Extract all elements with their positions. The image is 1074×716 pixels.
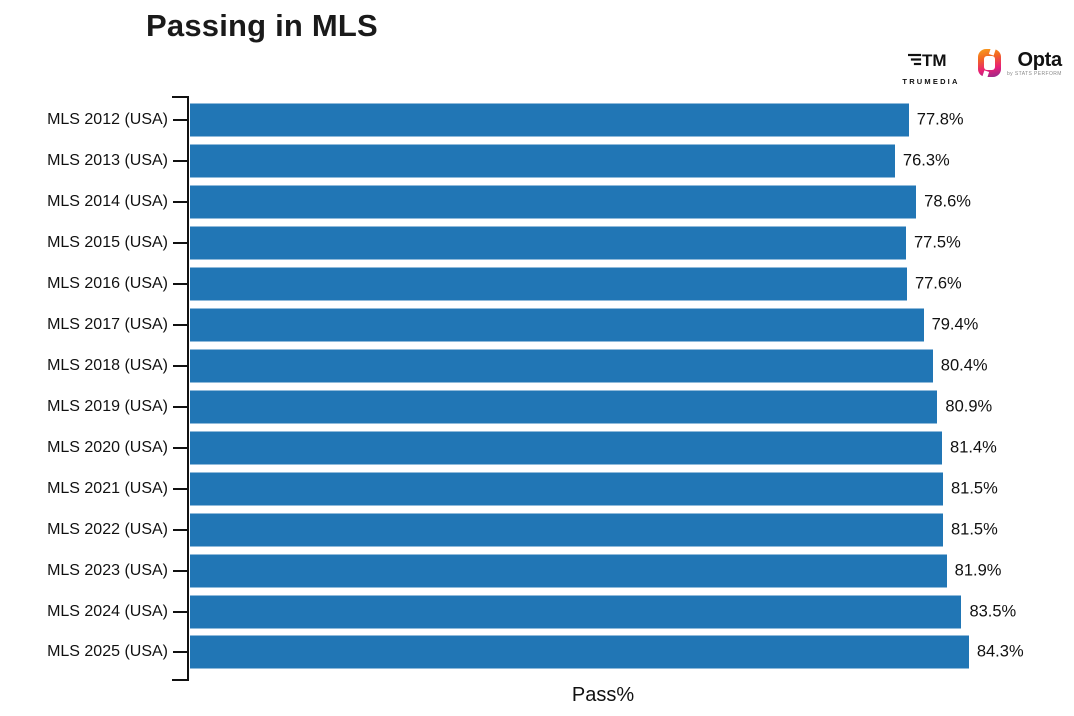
y-tick [173,487,187,490]
y-tick [173,651,187,654]
y-tick-label: MLS 2014 (USA) [47,193,168,211]
y-tick-label: MLS 2023 (USA) [47,561,168,579]
bar [190,267,907,301]
bar-value-label: 81.5% [950,479,998,498]
bar-row: MLS 2019 (USA) 80.9% [0,386,1074,427]
bar [190,595,962,629]
bar [190,554,947,588]
y-tick [173,242,187,245]
trumedia-tm-lines-icon: TM [907,48,954,75]
y-tick [173,610,187,613]
bar [190,349,933,383]
y-tick-label: MLS 2018 (USA) [47,356,168,374]
y-tick [173,324,187,327]
y-tick [173,283,187,286]
y-tick [173,201,187,204]
bar-value-label: 77.8% [916,110,964,129]
y-tick [173,405,187,408]
bar-value-label: 77.6% [914,274,962,293]
bar [190,513,943,547]
y-tick-label: MLS 2021 (USA) [47,479,168,497]
opta-logo: Opta by STATS PERFORM [978,46,1062,80]
bar-value-label: 78.6% [924,192,971,211]
y-tick [173,528,187,531]
bar [190,431,943,465]
bar [190,472,943,506]
y-axis-line [187,97,189,680]
y-tick [173,160,187,163]
opta-gradient-ring-icon [978,46,1001,80]
bar-value-label: 80.9% [945,397,993,416]
bar [190,308,924,342]
y-tick-label: MLS 2024 (USA) [47,602,168,620]
bar-value-label: 76.3% [902,151,950,170]
bar-row: MLS 2022 (USA) 81.5% [0,509,1074,550]
y-tick [173,569,187,572]
bar-value-label: 81.5% [950,520,998,539]
bar-row: MLS 2016 (USA) 77.6% [0,264,1074,305]
bar-value-label: 77.5% [914,233,961,252]
bar-row: MLS 2025 (USA) 84.3% [0,632,1074,673]
y-axis-cap-bottom [172,679,189,681]
logo-strip: TM TRUMEDIA Opta by STATS PERFORM [898,46,1062,86]
bar [190,185,917,219]
bar [190,390,938,424]
x-axis-label: Pass% [571,684,635,706]
opta-sub-label: by STATS PERFORM [1007,70,1062,77]
bar-row: MLS 2024 (USA) 83.5% [0,591,1074,632]
bar [190,144,895,178]
bar-value-label: 83.5% [969,602,1017,621]
y-tick-label: MLS 2019 (USA) [47,397,168,415]
y-tick-label: MLS 2016 (USA) [47,275,168,293]
y-tick [173,446,187,449]
bar-chart: MLS 2012 (USA) 77.8% MLS 2013 (USA) 76.3… [0,100,1074,673]
bar-row: MLS 2020 (USA) 81.4% [0,427,1074,468]
bar-value-label: 84.3% [976,642,1024,661]
bar [190,103,909,137]
bar-value-label: 79.4% [931,315,979,334]
bar [190,635,969,669]
y-tick-label: MLS 2022 (USA) [47,520,168,538]
bar-row: MLS 2023 (USA) 81.9% [0,550,1074,591]
bar-row: MLS 2014 (USA) 78.6% [0,182,1074,223]
y-tick-label: MLS 2015 (USA) [47,234,168,252]
bar-value-label: 81.4% [950,438,997,457]
y-tick [173,364,187,367]
y-tick-label: MLS 2025 (USA) [47,643,168,661]
bar-row: MLS 2013 (USA) 76.3% [0,141,1074,182]
bar-row: MLS 2017 (USA) 79.4% [0,305,1074,346]
bar-row: MLS 2021 (USA) 81.5% [0,468,1074,509]
y-tick-label: MLS 2017 (USA) [47,316,168,334]
bar-row: MLS 2015 (USA) 77.5% [0,223,1074,264]
bar-value-label: 80.4% [940,356,988,375]
trumedia-wordmark: TRUMEDIA [902,77,960,86]
opta-wordmark: Opta [1017,48,1062,71]
y-tick-label: MLS 2013 (USA) [47,152,168,170]
opta-wordmark-group: Opta by STATS PERFORM [1007,50,1062,77]
trumedia-logo: TM TRUMEDIA [898,48,964,86]
bar [190,226,906,260]
svg-text:TM: TM [922,51,947,70]
y-tick [173,119,187,122]
bar-row: MLS 2018 (USA) 80.4% [0,346,1074,387]
y-tick-label: MLS 2020 (USA) [47,438,168,456]
bar-row: MLS 2012 (USA) 77.8% [0,100,1074,141]
chart-title: Passing in MLS [146,8,378,43]
y-tick-label: MLS 2012 (USA) [47,111,168,129]
bar-value-label: 81.9% [954,561,1002,580]
y-axis-cap-top [172,96,189,98]
